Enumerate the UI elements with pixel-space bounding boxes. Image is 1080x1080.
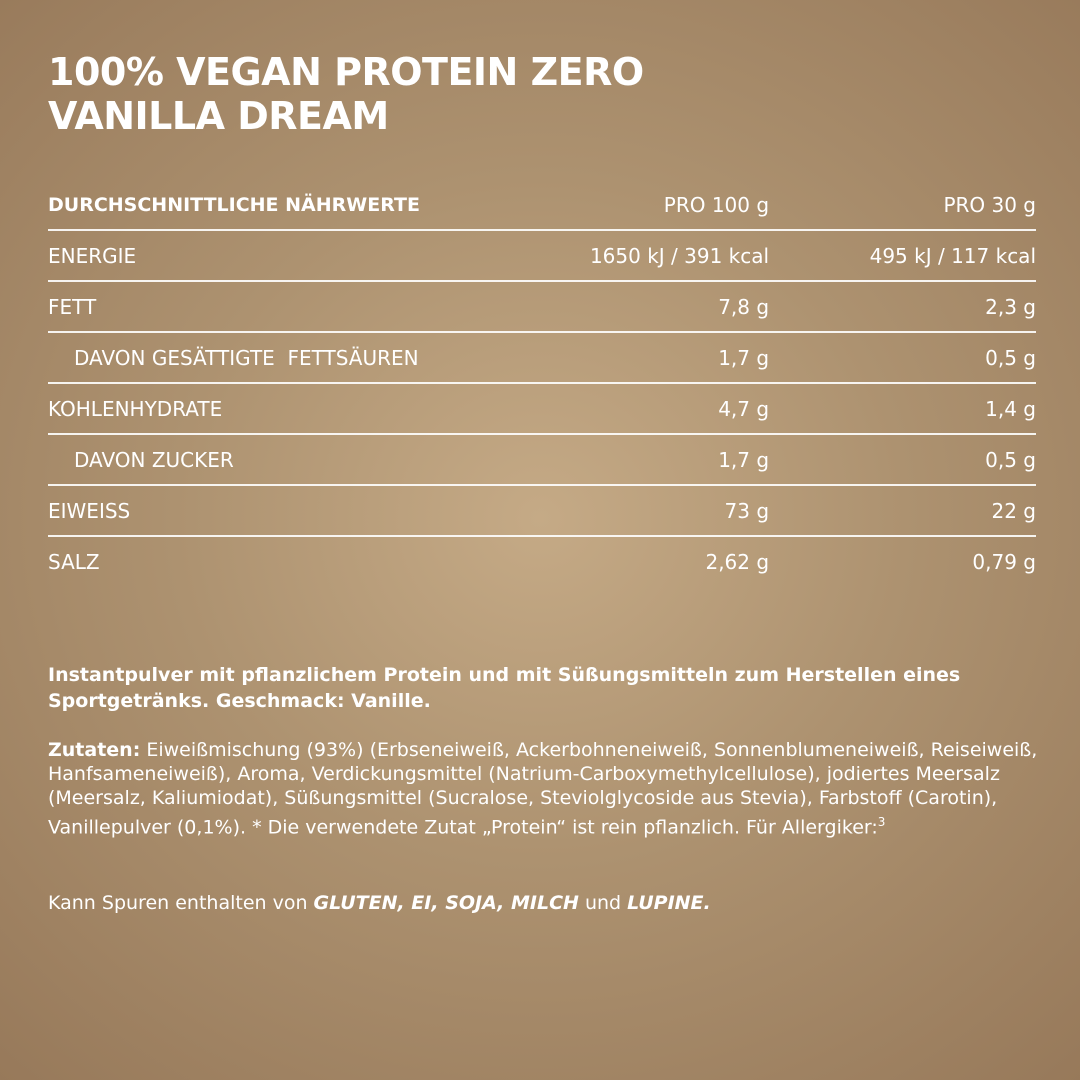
nutrient-label: SALZ: [48, 549, 100, 574]
nutrition-row-saturated-fat: DAVON GESÄTTIGTE FETTSÄUREN 1,7 g 0,5 g: [48, 332, 1036, 384]
nutrient-value-per100: 2,62 g: [705, 549, 770, 574]
nutrient-value-per100: 73 g: [557, 485, 770, 537]
nutrient-value-per30: 2,3 g: [769, 281, 1036, 333]
nutrient-value-per100: 4,7 g: [557, 383, 770, 435]
nutrition-header-label: DURCHSCHNITTLICHE NÄHRWERTE: [48, 180, 558, 231]
ingredients-list: Eiweißmischung (93%) (Erbseneiweiß, Acke…: [48, 739, 1038, 839]
nutrient-label: DAVON ZUCKER: [48, 434, 558, 486]
nutrition-table: DURCHSCHNITTLICHE NÄHRWERTE PRO 100 g PR…: [48, 180, 1036, 586]
product-title-line1: 100% VEGAN PROTEIN ZERO: [48, 50, 644, 94]
nutrient-value-per30: 0,5 g: [769, 434, 1036, 486]
nutrition-header-row: DURCHSCHNITTLICHE NÄHRWERTE PRO 100 g PR…: [48, 180, 1036, 231]
nutrient-label: EIWEISS: [48, 485, 558, 537]
traces-allergens: GLUTEN, EI, SOJA, MILCH: [313, 892, 579, 914]
nutrient-label: ENERGIE: [48, 230, 558, 282]
traces-connector: und: [578, 892, 628, 914]
nutrition-header-per30: PRO 30 g: [769, 180, 1036, 231]
nutrition-row-carbohydrates: KOHLENHYDRATE 4,7 g 1,4 g: [48, 383, 1036, 435]
nutrient-value-per30: 1,4 g: [769, 383, 1036, 435]
product-title: 100% VEGAN PROTEIN ZERO VANILLA DREAM: [48, 50, 644, 138]
nutrition-row-energy: ENERGIE 1650 kJ / 391 kcal 495 kJ / 117 …: [48, 230, 1036, 282]
nutrient-label: KOHLENHYDRATE: [48, 383, 558, 435]
nutrient-label: DAVON GESÄTTIGTE FETTSÄUREN: [48, 332, 558, 384]
nutrition-row-protein: EIWEISS 73 g 22 g: [48, 485, 1036, 537]
ingredients-text: Zutaten: Eiweißmischung (93%) (Erbseneiw…: [48, 738, 1038, 839]
allergy-footnote: 3: [877, 815, 886, 829]
nutrition-row-sugar: DAVON ZUCKER 1,7 g 0,5 g: [48, 434, 1036, 486]
nutrient-value-per30: 0,5 g: [769, 332, 1036, 384]
nutrient-value-per100: 1,7 g: [557, 332, 770, 384]
nutrient-value-per30: 22 g: [769, 485, 1036, 537]
nutrient-value-per30: 0,79 g: [972, 549, 1036, 574]
traces-allergen-lupine: LUPINE.: [627, 892, 711, 914]
nutrient-value-per30: 495 kJ / 117 kcal: [769, 230, 1036, 282]
product-description: Instantpulver mit pflanzlichem Protein u…: [48, 664, 961, 712]
traces-notice: Kann Spuren enthalten von GLUTEN, EI, SO…: [48, 890, 711, 916]
nutrient-value-per100: 1,7 g: [557, 434, 770, 486]
nutrient-value-per100: 7,8 g: [557, 281, 770, 333]
nutrition-row-fat: FETT 7,8 g 2,3 g: [48, 281, 1036, 333]
product-title-line2: VANILLA DREAM: [48, 94, 389, 138]
traces-intro: Kann Spuren enthalten von: [48, 892, 314, 914]
nutrition-header-per100: PRO 100 g: [557, 180, 770, 231]
nutrient-value-per100: 1650 kJ / 391 kcal: [557, 230, 770, 282]
nutrition-row-salt: SALZ 2,62 g 0,79 g: [48, 536, 1036, 586]
ingredients-label: Zutaten:: [48, 739, 141, 761]
nutrient-label: FETT: [48, 281, 558, 333]
